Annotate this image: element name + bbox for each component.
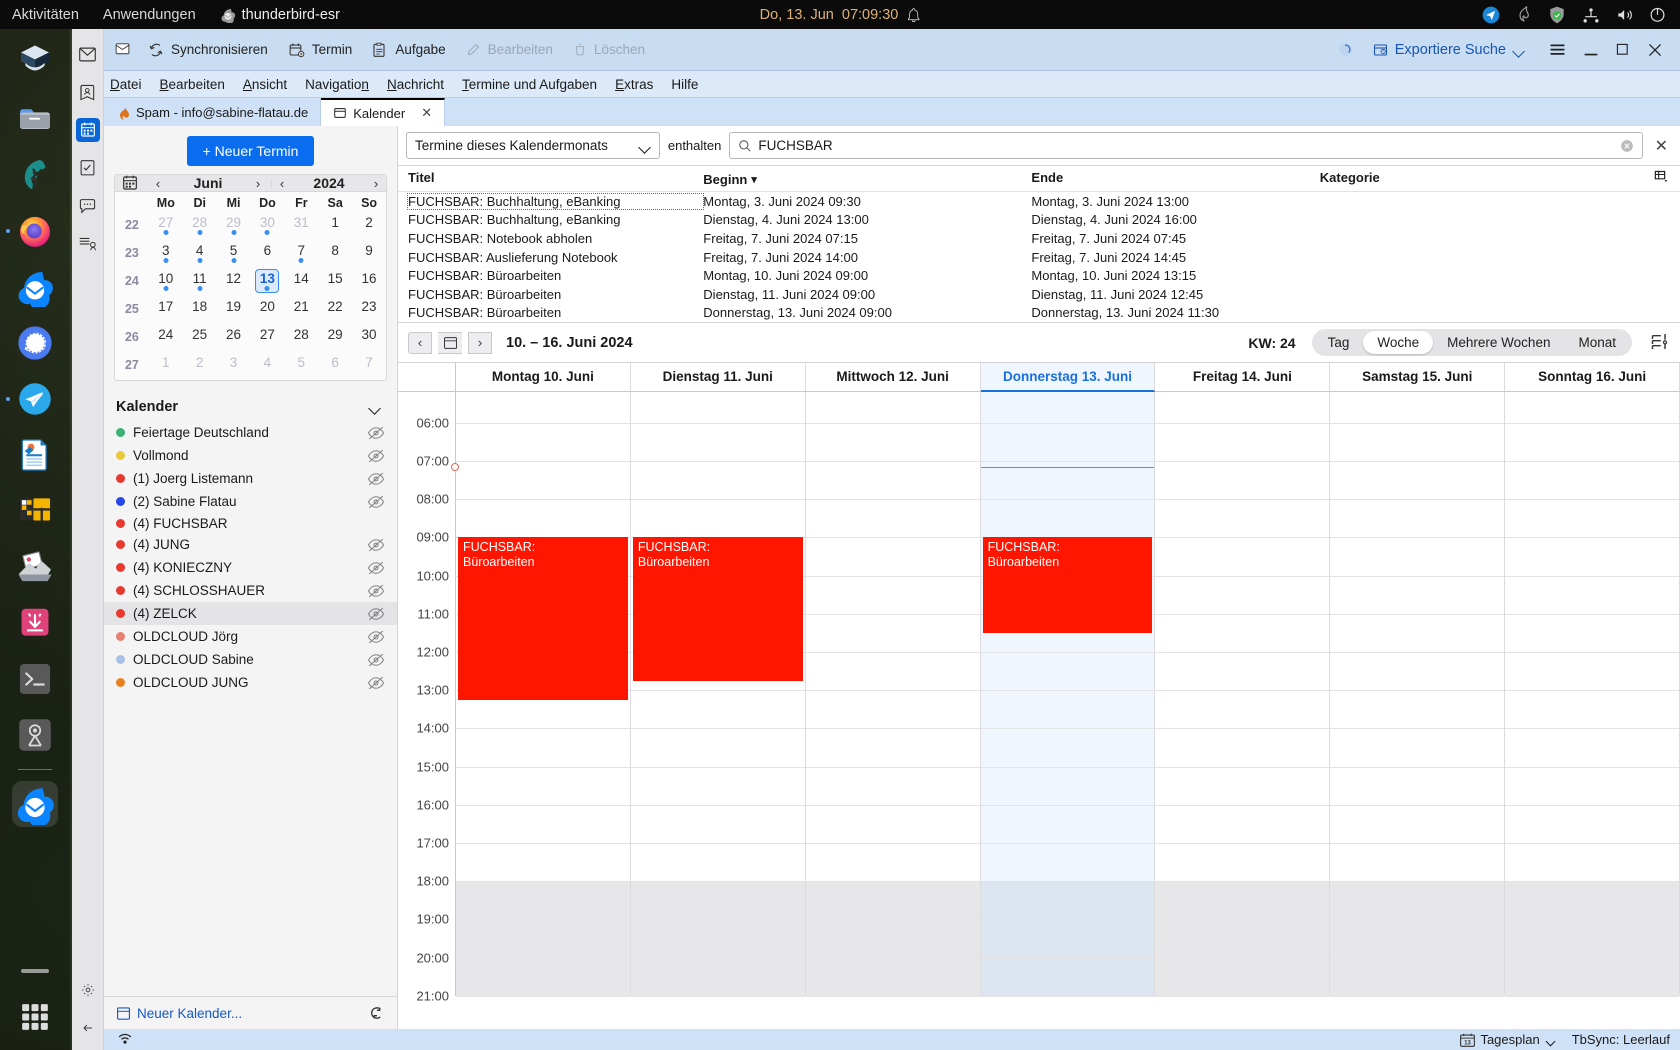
- svg-text:13: 13: [1465, 1040, 1472, 1046]
